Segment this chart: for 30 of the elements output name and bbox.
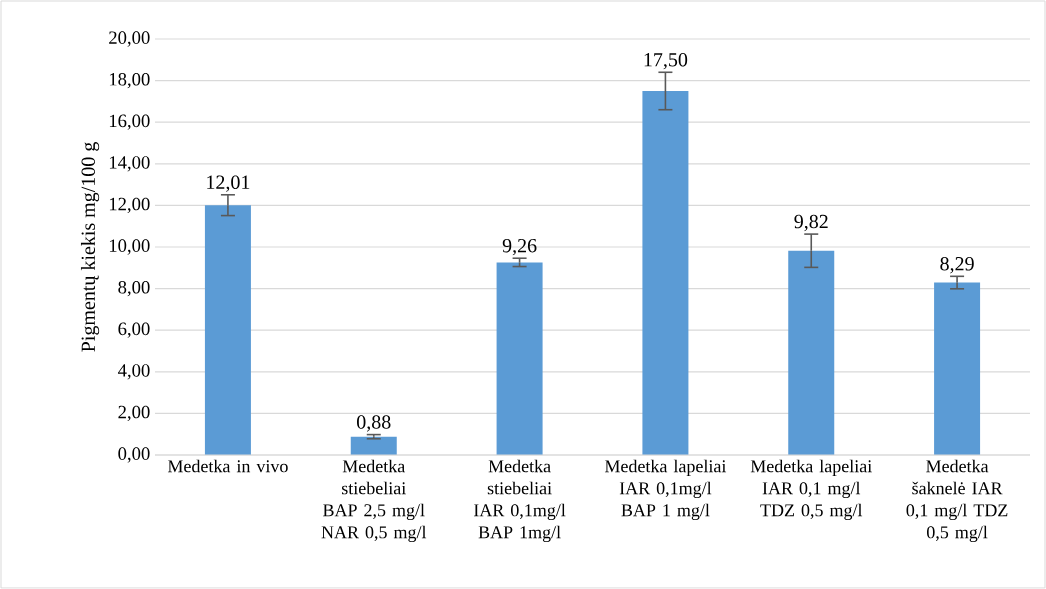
data-label: 9,26	[502, 238, 537, 256]
bar	[204, 205, 251, 455]
y-tick-label: 14,00	[109, 156, 150, 172]
y-tick-label: 16,00	[109, 114, 150, 130]
x-tick-label: Medetka lapeliai IAR 0,1 mg/l TDZ 0,5 mg/l	[750, 459, 872, 521]
bar	[350, 436, 397, 455]
bar	[788, 250, 835, 455]
bar	[642, 90, 689, 455]
x-tick-label: Medetka lapeliai IAR 0,1mg/l BAP 1 mg/l	[604, 459, 727, 521]
bar	[496, 262, 543, 455]
bar	[934, 282, 981, 455]
y-tick-label: 20,00	[109, 31, 150, 47]
y-axis-title: Pigmentų kiekis mg/100 g	[80, 142, 100, 352]
x-tick-label: Medetka šaknelė IAR 0,1 mg/l TDZ 0,5 mg/l	[906, 459, 1008, 543]
y-tick-label: 4,00	[117, 364, 150, 380]
y-tick-label: 12,00	[109, 197, 150, 214]
x-tick-label: Medetka in vivo	[167, 459, 288, 473]
x-tick-label: Medetka stiebeliai BAP 2,5 mg/l NAR 0,5 mg/l	[321, 459, 427, 543]
data-label: 9,82	[794, 214, 828, 232]
y-tick-label: 10,00	[109, 239, 150, 255]
data-label: 8,29	[940, 257, 974, 274]
y-tick-label: 18,00	[109, 72, 150, 89]
data-label: 0,88	[357, 415, 391, 432]
data-label: 17,50	[644, 52, 688, 70]
y-tick-label: 6,00	[118, 322, 150, 338]
y-tick-label: 8,00	[118, 280, 150, 297]
data-label: 12,01	[207, 175, 250, 192]
y-tick-label: 2,00	[118, 405, 150, 422]
x-tick-label: Medetka stiebeliai IAR 0,1mg/l BAP 1mg/l	[473, 459, 566, 543]
y-tick-label: 0,00	[118, 447, 150, 463]
